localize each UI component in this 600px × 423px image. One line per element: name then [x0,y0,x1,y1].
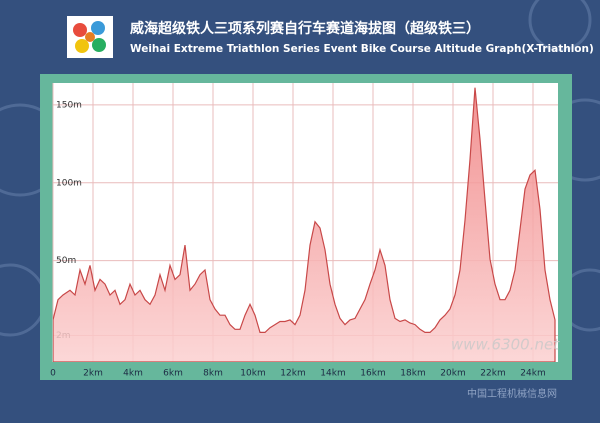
x-tick-label: 16km [360,369,385,379]
x-tick-label: 24km [520,369,545,379]
x-tick-label: 2km [83,369,103,379]
chart-subtitle: Weihai Extreme Triathlon Series Event Bi… [130,43,594,55]
watermark: www.6300.net [451,336,560,354]
x-tick-label: 22km [480,369,505,379]
watermark: 中国工程机械信息网 [467,387,557,400]
x-tick-label: 8km [203,369,223,379]
y-tick-label: 100m [56,178,82,188]
x-tick-label: 20km [440,369,465,379]
x-tick-label: 4km [123,369,143,379]
x-tick-label: 6km [163,369,183,379]
logo [67,16,113,58]
y-tick-label: 50m [56,256,76,266]
y-tick-label: 150m [56,100,82,110]
area [53,87,556,362]
x-tick-label: 10km [240,369,265,379]
chart-title: 威海超级铁人三项系列赛自行车赛道海拔图（超级铁三） [130,20,480,37]
x-tick-label: 14km [320,369,345,379]
x-tick-label: 18km [400,369,425,379]
x-tick-label: 12km [280,369,305,379]
x-tick-label: 0 [50,369,56,379]
